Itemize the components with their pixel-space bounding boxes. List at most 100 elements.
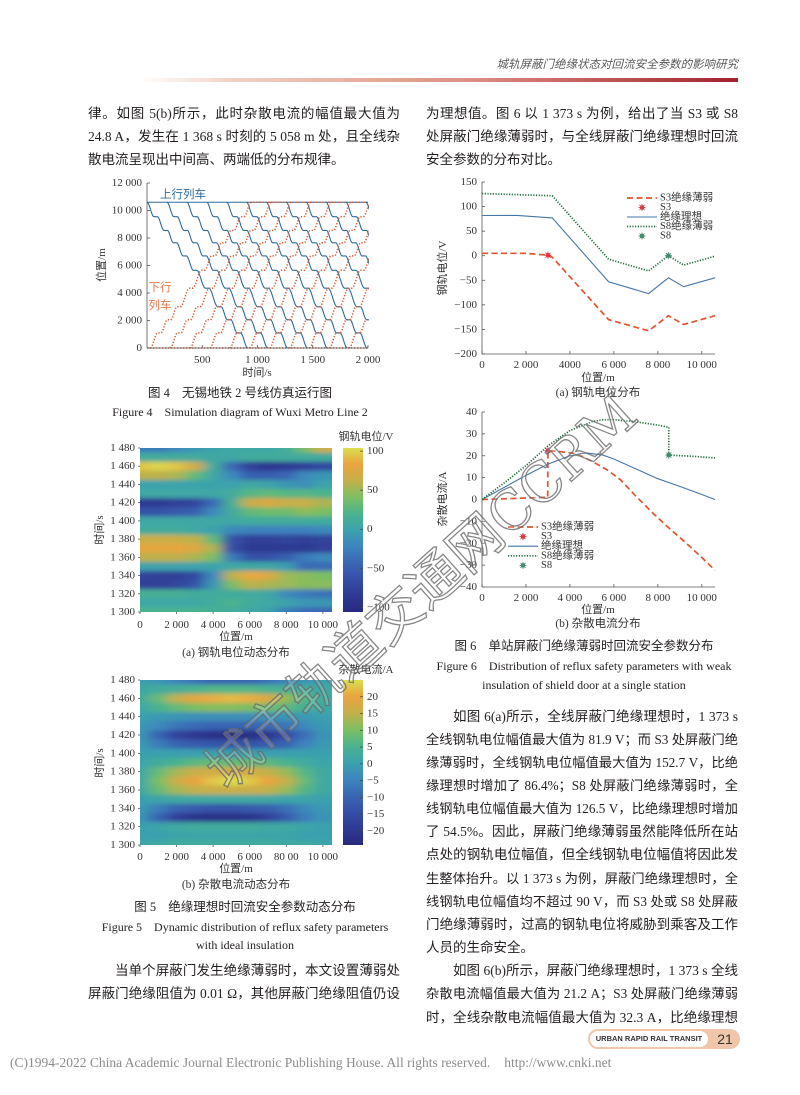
heatmap-cell: [295, 534, 315, 545]
up-train-path: [226, 201, 328, 349]
text-line: 律。如图 5(b)所示，此时杂散电流的幅值最大值为: [88, 105, 400, 121]
cnki-link[interactable]: http://www.cnki.net: [504, 1055, 612, 1070]
heatmap-cell: [295, 470, 315, 481]
heatmap-cell: [258, 507, 278, 517]
text-line: 处屏蔽门绝缘薄弱时，与全线屏蔽门绝缘理想时回流: [426, 128, 738, 144]
heatmap-cell: [149, 589, 169, 599]
legend-marker-icon: [519, 533, 527, 541]
heatmap-cell: [222, 767, 242, 777]
heatmap-cell: [295, 803, 315, 814]
series-line: [481, 449, 716, 571]
heatmap-cell: [258, 739, 278, 750]
x-tick-label: 4 000: [201, 619, 226, 631]
heatmap-cell: [222, 803, 242, 814]
heatmap-cell: [185, 840, 205, 845]
heatmap-cell: [295, 721, 315, 732]
y-axis-label: 位置/m: [94, 248, 108, 282]
heatmap-cell: [149, 470, 169, 481]
heatmap: [140, 448, 332, 612]
heatmap-cell: [149, 543, 169, 554]
heatmap-cell: [185, 684, 205, 695]
y-tick-label: 10: [466, 472, 478, 484]
heatmap-cell: [258, 730, 278, 741]
heatmap-cell: [295, 589, 315, 599]
y-tick-label: 150: [461, 176, 478, 188]
heatmap-cell: [149, 684, 169, 695]
heatmap-cell: [204, 822, 223, 832]
figure-5-caption-en-line-2: with ideal insulation: [90, 937, 400, 953]
heatmap-cell: [204, 598, 223, 609]
heatmap-cell: [149, 516, 169, 527]
colorbar: [343, 680, 363, 845]
heatmap-cell: [185, 452, 205, 463]
heatmap-cell: [222, 730, 242, 741]
heatmap-cell: [277, 757, 297, 768]
heatmap-cell: [295, 552, 315, 563]
heatmap-cell: [313, 776, 332, 787]
heatmap-cell: [295, 479, 315, 490]
x-axis-label: 位置/m: [581, 370, 615, 384]
heatmap-cell: [240, 543, 260, 554]
heatmap-cell: [258, 589, 278, 599]
heatmap-cell: [185, 470, 205, 481]
heatmap-cell: [313, 489, 332, 499]
heatmap-cell: [185, 702, 205, 713]
heatmap-cell: [258, 525, 278, 536]
heatmap-cell: [258, 516, 278, 527]
heatmap-cell: [258, 803, 278, 814]
y-tick-label: 4 000: [117, 287, 142, 299]
figure-label: Figure 4: [112, 405, 153, 419]
heatmap-cell: [204, 721, 223, 732]
heatmap-cell: [149, 498, 169, 508]
series-line: [481, 418, 716, 501]
heatmap-cell: [204, 812, 223, 823]
x-tick-label: 10 000: [687, 359, 718, 371]
heatmap-cell: [277, 507, 297, 517]
heatmap-cell: [240, 479, 260, 490]
heatmap-cell: [149, 757, 169, 768]
y-tick-label: −30: [460, 559, 478, 571]
subfigure-caption: (a) 钢轨电位分布: [556, 385, 641, 399]
x-tick-label: 10 000: [687, 592, 718, 604]
heatmap-cell: [222, 507, 242, 517]
x-axis-label: 位置/m: [219, 861, 253, 875]
heatmap-cell: [295, 489, 315, 499]
heatmap-cell: [240, 534, 260, 545]
heatmap-cell: [204, 448, 223, 454]
heatmap-cell: [277, 561, 297, 572]
heatmap-cell: [277, 794, 297, 805]
heatmap-cell: [295, 571, 315, 581]
heatmap-cell: [149, 452, 169, 463]
heatmap-cell: [222, 812, 242, 823]
heatmap-cell: [258, 461, 278, 472]
heatmap-cell: [295, 702, 315, 713]
heatmap-cell: [258, 680, 278, 686]
figure-5-caption-cn: 图 5 绝缘理想时回流安全参数动态分布: [90, 899, 400, 915]
heatmap-cell: [149, 580, 169, 590]
heatmap-cell: [185, 552, 205, 563]
heatmap-cell: [277, 767, 297, 777]
heatmap-cell: [240, 470, 260, 481]
x-tick-label: 8 000: [645, 592, 670, 604]
series-line: [482, 252, 716, 332]
heatmap-cell: [149, 739, 169, 750]
colorbar-tick-label: 0: [367, 758, 373, 770]
heatmap-cell: [140, 452, 150, 463]
heatmap-cell: [140, 794, 150, 805]
heatmap-cell: [222, 461, 242, 472]
heatmap-cell: [185, 479, 205, 490]
y-tick-label: 1 300: [110, 606, 135, 618]
heatmap-cell: [185, 534, 205, 545]
heatmap-cell: [240, 739, 260, 750]
heatmap-cell: [258, 721, 278, 732]
y-tick-label: 1 460: [110, 692, 135, 704]
heatmap-cell: [258, 767, 278, 777]
heatmap-cell: [295, 748, 315, 759]
heatmap-cell: [313, 757, 332, 768]
heatmap-cell: [240, 748, 260, 759]
heatmap-cell: [222, 470, 242, 481]
heatmap-cell: [140, 516, 150, 527]
heatmap-cell: [140, 730, 150, 741]
heatmap-cell: [277, 702, 297, 713]
figure-label: Figure 6: [436, 659, 477, 673]
